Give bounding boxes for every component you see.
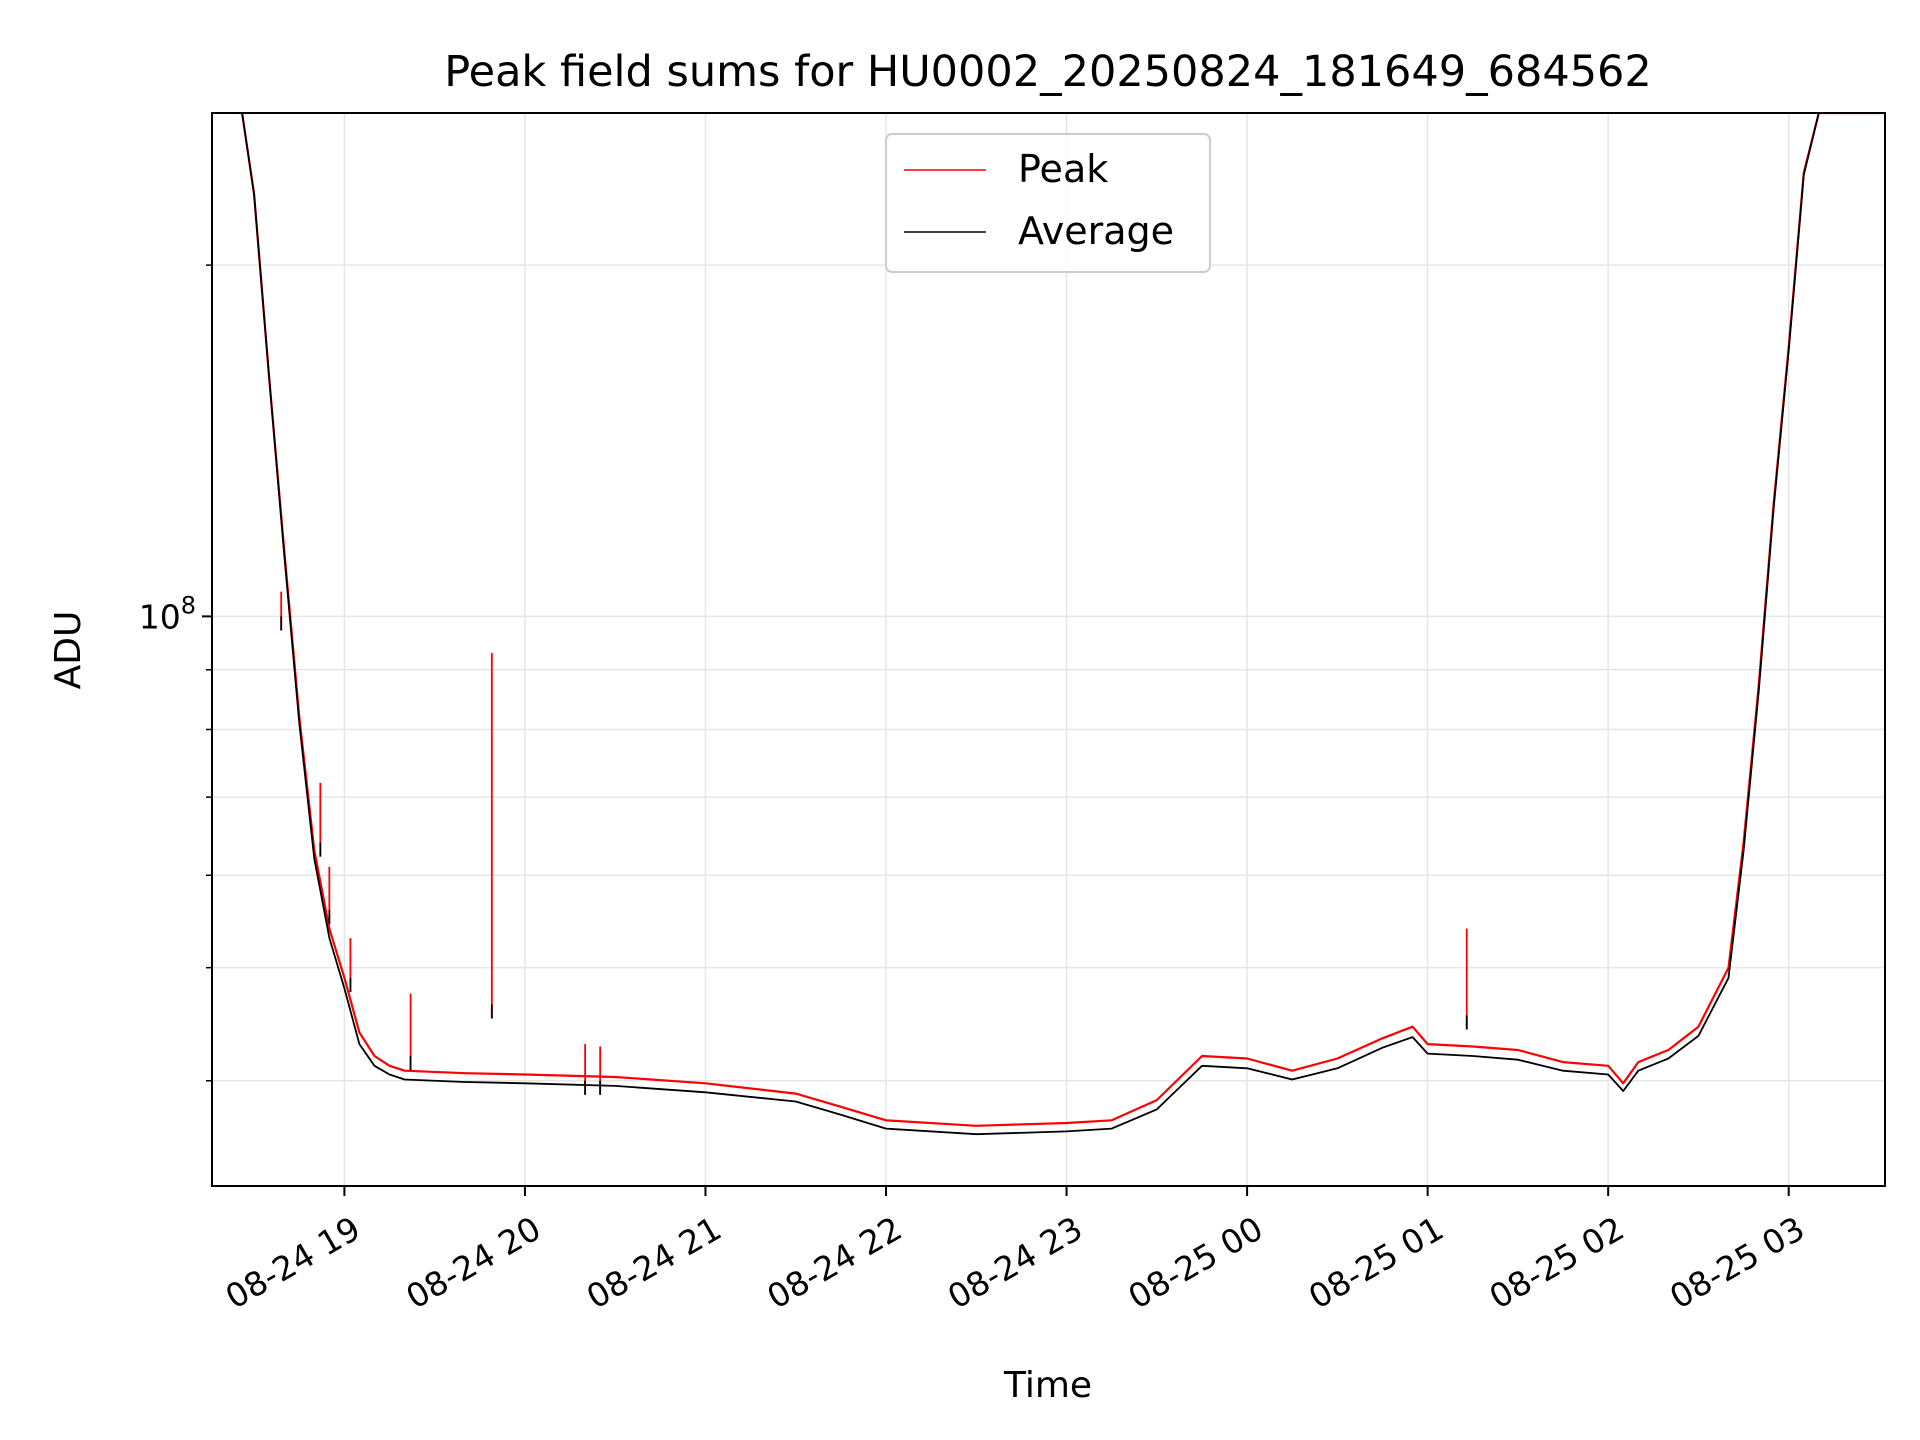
y-axis-label: ADU — [48, 611, 89, 690]
legend-box — [885, 133, 1211, 273]
legend: Peak Average — [885, 133, 1211, 273]
series-line-average — [241, 113, 1885, 1136]
series-layer — [241, 113, 1885, 1136]
legend-label-average: Average — [1018, 209, 1174, 253]
plot-frame — [211, 112, 1886, 1187]
chart-title: Peak field sums for HU0002_20250824_1816… — [444, 47, 1652, 97]
y-tick-label: 108 — [139, 591, 196, 636]
x-axis-label: Time — [1003, 1365, 1092, 1406]
legend-label-peak: Peak — [1018, 147, 1108, 191]
grid — [212, 113, 1885, 1186]
series-line-peak — [241, 113, 1885, 1127]
